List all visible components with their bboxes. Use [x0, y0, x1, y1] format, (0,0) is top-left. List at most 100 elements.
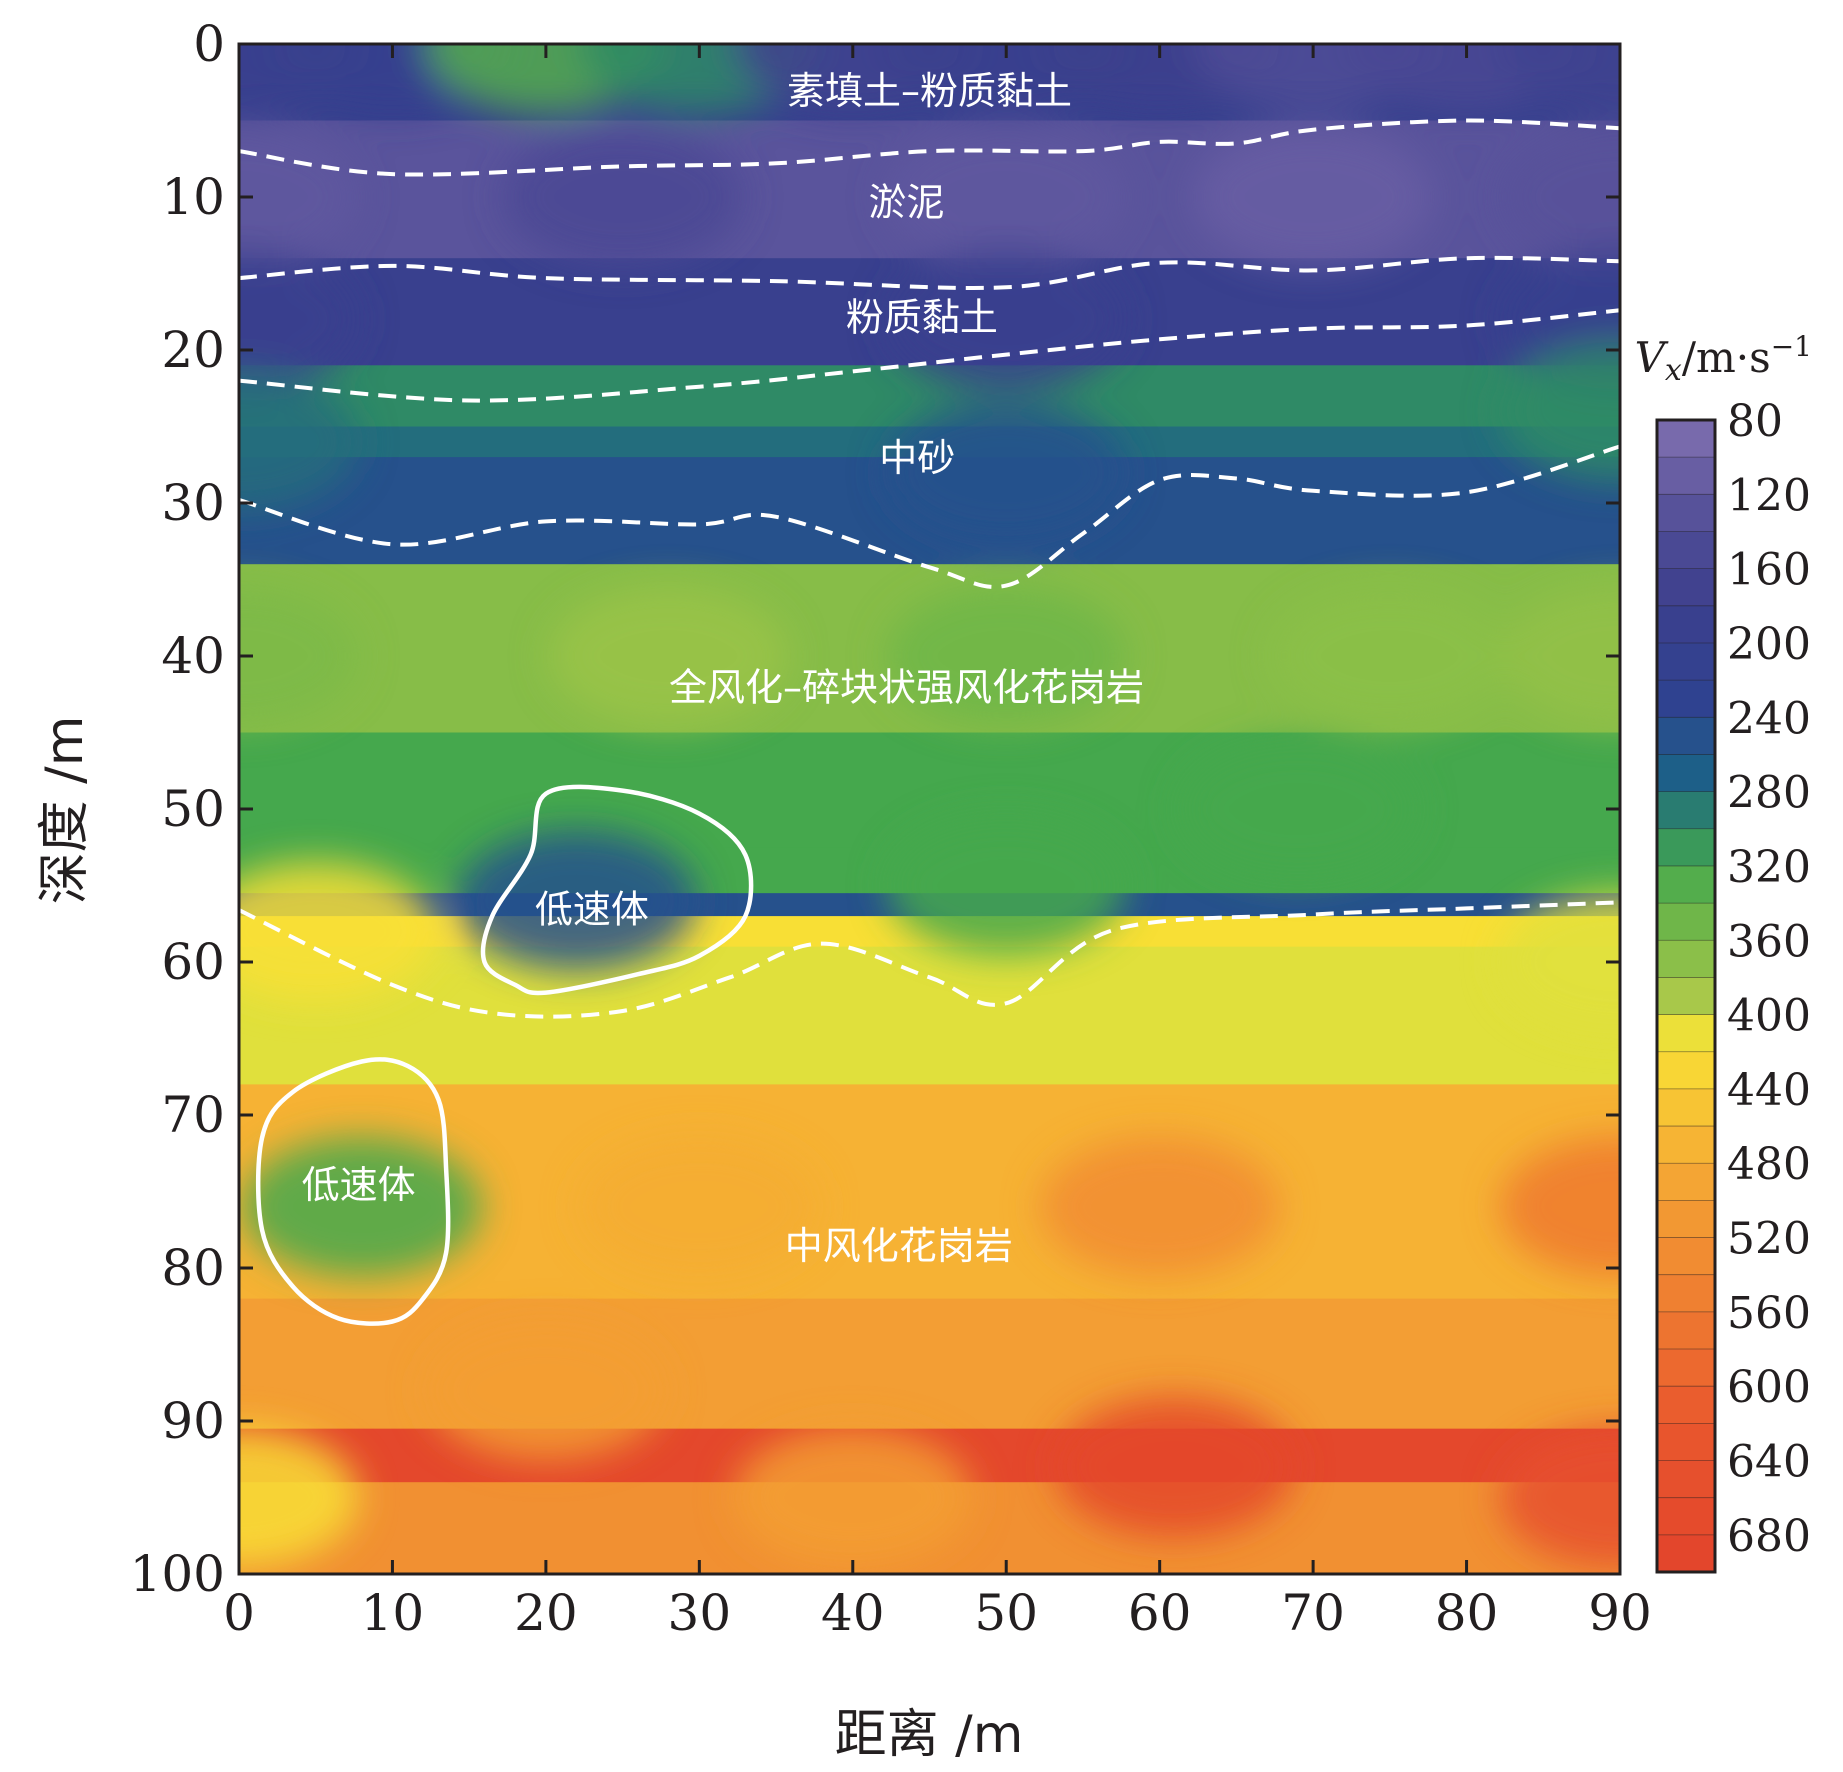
- colorbar-band: [1657, 791, 1715, 830]
- colorbar-band: [1657, 754, 1715, 793]
- velocity-field-anomalies: [239, 44, 1620, 1568]
- colorbar-tick-label: 160: [1727, 545, 1811, 596]
- velocity-anomaly: [425, 1320, 666, 1461]
- colorbar-title-sub: x: [1665, 353, 1682, 388]
- colorbar-tick-label: 520: [1727, 1214, 1811, 1265]
- velocity-anomaly: [1039, 1136, 1280, 1277]
- velocity-anomaly: [579, 1136, 820, 1277]
- colorbar-band: [1657, 1237, 1715, 1276]
- velocity-anomaly: [456, 830, 697, 971]
- colorbar-ticks: 80 120 160 200 240 280 320 360 400 440 480 520 560 60…: [1727, 396, 1811, 1562]
- x-tick-label: 70: [1281, 1584, 1345, 1642]
- y-axis: 0 10 20 30 40 50 60 70 80 90 100: [130, 15, 1620, 1603]
- colorbar-tick-label: 480: [1727, 1139, 1811, 1190]
- layer-boundary-line: [239, 308, 1620, 403]
- y-tick-label: 20: [161, 321, 225, 379]
- colorbar-tick-label: 240: [1727, 693, 1811, 744]
- velocity-anomaly: [1193, 127, 1434, 267]
- colorbar-band: [1657, 568, 1715, 607]
- velocity-band: [239, 365, 1620, 428]
- colorbar-band: [1657, 1088, 1715, 1127]
- colorbar-band: [1657, 642, 1715, 681]
- colorbar-tick-label: 360: [1727, 916, 1811, 967]
- layer-label: 中砂: [879, 436, 955, 480]
- colorbar-tick-label: 320: [1727, 842, 1811, 893]
- colorbar-band: [1657, 457, 1715, 495]
- layer-boundaries: [239, 118, 1620, 1019]
- colorbar-band: [1657, 940, 1715, 979]
- colorbar-tick-label: 400: [1727, 991, 1811, 1042]
- velocity-anomaly: [886, 249, 1127, 390]
- colorbar-band: [1657, 865, 1715, 904]
- y-tick-label: 0: [193, 15, 225, 73]
- velocity-anomaly: [1500, 1136, 1620, 1277]
- y-tick-label: 90: [161, 1392, 225, 1450]
- velocity-anomaly: [239, 861, 436, 1002]
- y-axis-title: 深度 /m: [35, 716, 95, 905]
- layer-label: 淤泥: [868, 181, 944, 225]
- colorbar-band: [1657, 1386, 1715, 1424]
- colorbar-band: [1657, 1163, 1715, 1201]
- y-tick-label: 100: [130, 1545, 225, 1603]
- colorbar-tick-label: 200: [1727, 619, 1811, 670]
- x-axis-title: 距离 /m: [835, 1705, 1024, 1765]
- y-tick-label: 50: [161, 780, 225, 838]
- y-tick-label: 30: [161, 474, 225, 532]
- colorbar-band: [1657, 605, 1715, 644]
- x-tick-label: 40: [821, 1584, 885, 1642]
- velocity-anomaly: [239, 586, 359, 726]
- layer-boundary-line: [239, 444, 1620, 589]
- y-tick-label: 10: [161, 168, 225, 226]
- velocity-anomaly: [239, 371, 359, 512]
- colorbar-title-exp: −1: [1771, 330, 1812, 363]
- colorbar-band: [1657, 828, 1715, 867]
- colorbar-frame: [1655, 418, 1717, 1574]
- layer-label: 素填土–粉质黏土: [787, 69, 1072, 113]
- velocity-anomaly: [239, 1427, 359, 1568]
- velocity-anomaly: [886, 402, 1127, 543]
- colorbar-tick-label: 440: [1727, 1065, 1811, 1116]
- velocity-anomaly: [1500, 586, 1620, 726]
- velocity-anomaly: [241, 1136, 482, 1277]
- colorbar-band: [1657, 1311, 1715, 1350]
- velocity-field: [239, 44, 1620, 1574]
- colorbar-title-unit: /m·s: [1682, 333, 1771, 382]
- y-tick-label: 80: [161, 1239, 225, 1297]
- layer-label: 粉质黏土: [846, 295, 998, 339]
- y-tick-label: 40: [161, 627, 225, 685]
- colorbar-band: [1657, 1014, 1715, 1053]
- colorbar-tick-label: 640: [1727, 1437, 1811, 1488]
- velocity-anomaly: [886, 815, 1127, 956]
- velocity-anomaly: [239, 127, 359, 267]
- velocity-anomaly: [502, 127, 743, 267]
- colorbar-tick-label: 600: [1727, 1362, 1811, 1413]
- velocity-anomaly: [1500, 341, 1620, 482]
- colorbar-title-var: V: [1635, 333, 1669, 382]
- colorbar-band: [1657, 531, 1715, 570]
- x-tick-label: 0: [223, 1584, 255, 1642]
- velocity-band: [239, 946, 1620, 1086]
- x-tick-label: 30: [668, 1584, 732, 1642]
- colorbar-band: [1657, 1497, 1715, 1536]
- colorbar-tick-label: 560: [1727, 1288, 1811, 1339]
- layer-boundary-line: [239, 900, 1620, 1019]
- y-tick-label: 70: [161, 1086, 225, 1144]
- x-tick-label: 20: [514, 1584, 578, 1642]
- velocity-anomaly: [239, 249, 359, 390]
- layer-label: 低速体: [302, 1163, 416, 1207]
- velocity-anomaly: [1269, 586, 1510, 726]
- colorbar-band: [1657, 1349, 1715, 1387]
- colorbar-band: [1657, 420, 1715, 458]
- layer-boundary-line: [239, 255, 1620, 290]
- colorbar-band: [1657, 1534, 1715, 1573]
- colorbar-band: [1657, 717, 1715, 756]
- velocity-anomaly: [1500, 44, 1620, 114]
- colorbar-band: [1657, 1200, 1715, 1239]
- colorbar-tick-label: 80: [1727, 396, 1783, 447]
- colorbar-band: [1657, 1423, 1715, 1462]
- colorbar-bands: [1657, 420, 1715, 1573]
- layer-label: 全风化–碎块状强风化花岗岩: [669, 666, 1144, 710]
- x-tick-label: 50: [974, 1584, 1038, 1642]
- plot-area: 素填土–粉质黏土淤泥粉质黏土中砂全风化–碎块状强风化花岗岩低速体低速体中风化花岗…: [130, 15, 1652, 1642]
